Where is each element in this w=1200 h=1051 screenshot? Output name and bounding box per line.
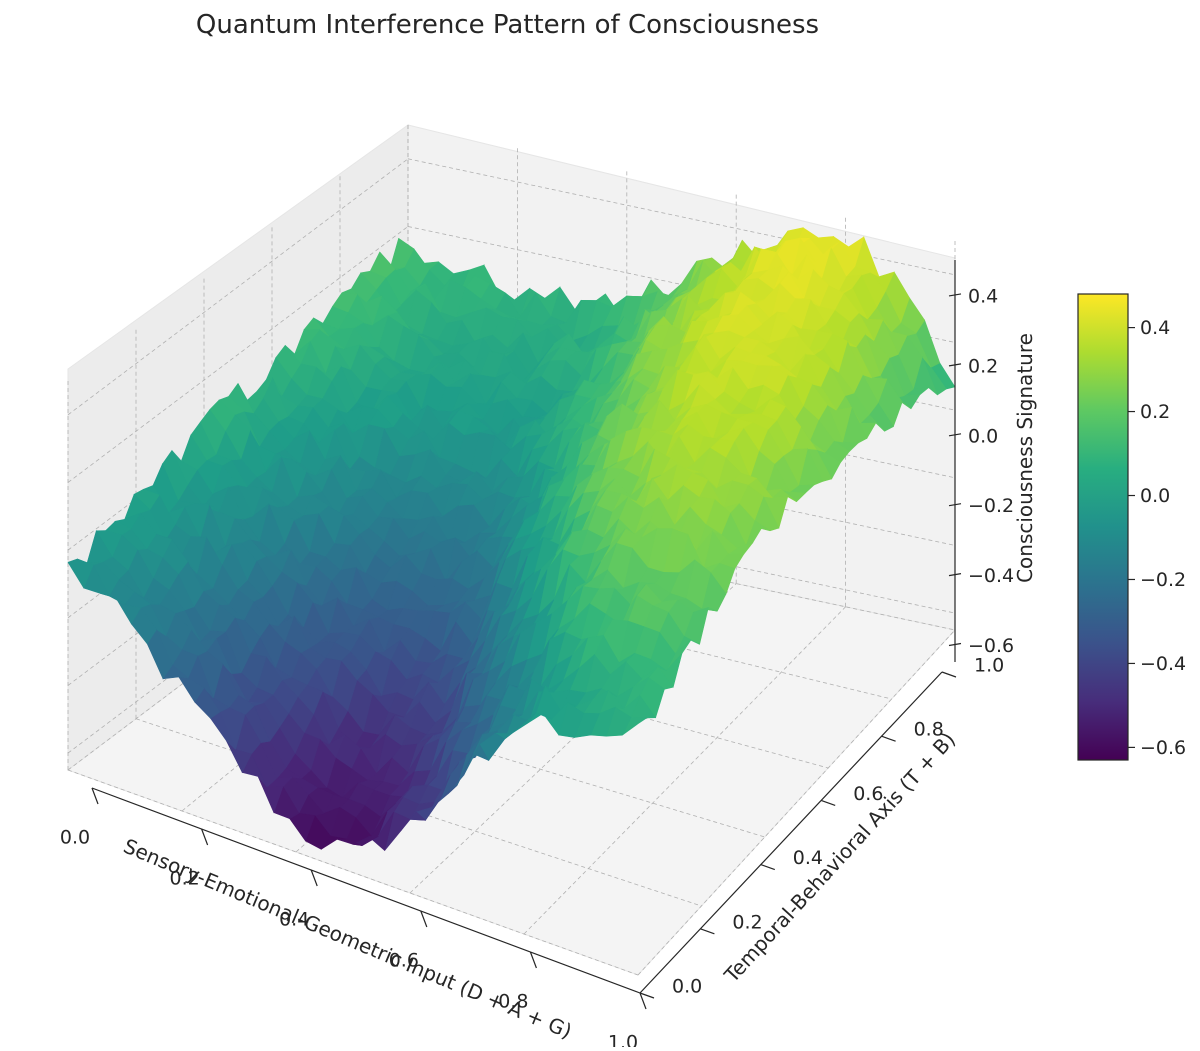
x-axis-line	[91, 787, 641, 994]
y-tick	[941, 671, 957, 678]
colorbar	[1077, 293, 1129, 761]
grid-line	[67, 769, 639, 976]
z-axis-label: Consciousness Signature	[1013, 333, 1037, 583]
z-tick-label: 0.0	[968, 425, 998, 447]
colorbar-tick-label: 0.2	[1140, 401, 1170, 423]
y-tick-label: 0.8	[914, 719, 944, 741]
x-tick	[201, 828, 209, 846]
axes: 0.00.20.40.60.81.00.00.20.40.60.81.0−0.6…	[60, 260, 1014, 1051]
y-tick	[820, 799, 836, 806]
colorbar-tick-label: 0.4	[1140, 317, 1170, 339]
x-tick-label: 1.0	[608, 1032, 638, 1048]
y-tick-label: 0.6	[853, 783, 883, 805]
x-tick-label: 0.2	[169, 868, 199, 890]
z-tick-label: −0.2	[968, 495, 1014, 517]
z-tick-label: 0.2	[968, 355, 998, 377]
y-axis-line	[639, 671, 943, 994]
surface-patch	[67, 558, 94, 589]
chart-title: Quantum Interference Pattern of Consciou…	[195, 10, 820, 40]
x-tick-label: 0.6	[389, 950, 419, 972]
z-tick	[948, 573, 962, 577]
z-tick	[948, 642, 962, 647]
x-tick	[310, 869, 318, 887]
y-tick	[881, 735, 896, 742]
z-tick	[948, 503, 962, 507]
y-tick-label: 1.0	[974, 655, 1004, 677]
x-tick	[639, 992, 647, 1010]
y-tick	[760, 864, 776, 871]
x-tick	[529, 951, 537, 969]
colorbar-ticks: −0.6 −0.4 −0.2 0.0 0.2 0.4	[1128, 317, 1186, 759]
colorbar-tick-label: −0.2	[1140, 569, 1186, 591]
colorbar-tick-label: −0.6	[1140, 737, 1186, 759]
z-tick	[948, 293, 962, 297]
surface	[67, 227, 956, 852]
z-tick	[948, 433, 962, 437]
y-tick-label: 0.0	[672, 976, 702, 998]
grid-line	[67, 226, 409, 483]
x-tick	[420, 910, 428, 928]
colorbar-tick-label: −0.4	[1140, 653, 1186, 675]
colorbar-tick-label: 0.0	[1140, 485, 1170, 507]
x-tick-label: 0.8	[498, 991, 528, 1013]
z-tick	[948, 363, 962, 367]
y-tick	[700, 928, 715, 935]
y-tick-label: 0.2	[732, 911, 762, 933]
x-tick	[91, 787, 99, 805]
x-tick-label: 0.4	[279, 909, 309, 931]
x-tick-label: 0.0	[60, 827, 90, 849]
y-tick	[639, 992, 655, 999]
z-tick-label: 0.4	[968, 285, 998, 307]
y-tick-label: 0.4	[793, 847, 823, 869]
z-tick-label: −0.4	[968, 565, 1014, 587]
z-tick-label: −0.6	[968, 635, 1014, 657]
grid-line	[67, 158, 409, 416]
grid-line	[637, 629, 956, 976]
